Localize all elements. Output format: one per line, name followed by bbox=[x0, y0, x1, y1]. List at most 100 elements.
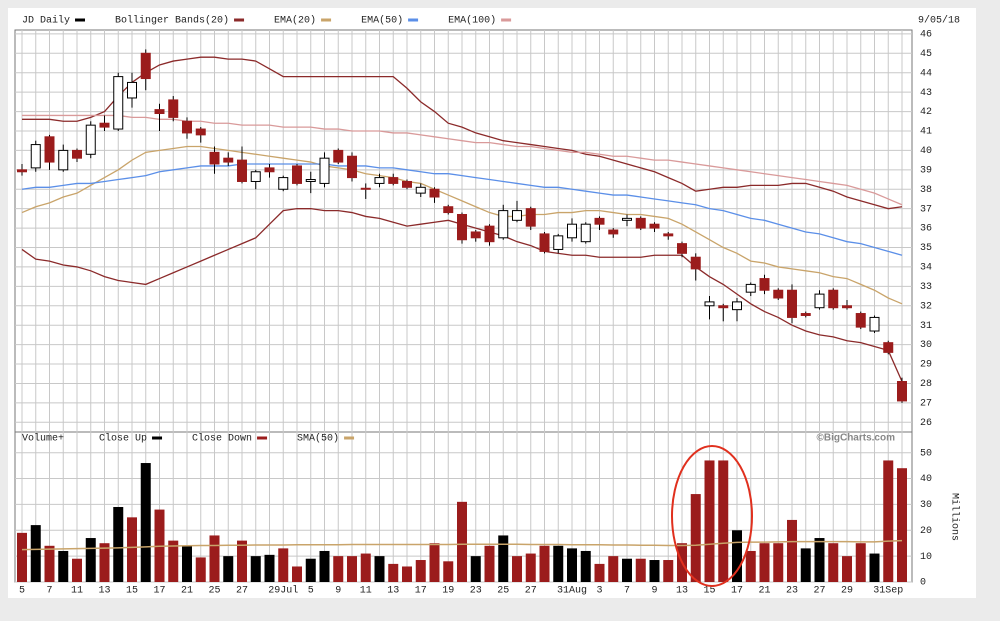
candle-body bbox=[594, 217, 605, 225]
y-tick-label: 20 bbox=[920, 526, 932, 537]
volume-bar bbox=[402, 566, 412, 582]
volume-bar bbox=[759, 543, 770, 582]
volume-bar bbox=[457, 501, 467, 582]
x-tick-label: 15 bbox=[703, 586, 715, 597]
volume-bar bbox=[237, 540, 247, 582]
candle-body bbox=[182, 120, 192, 134]
candle-body bbox=[44, 136, 55, 163]
candle-body bbox=[690, 256, 701, 270]
x-tick-label: 23 bbox=[786, 586, 798, 597]
candle-body bbox=[388, 177, 399, 184]
x-tick-label: 11 bbox=[71, 586, 83, 597]
volume-bar bbox=[498, 535, 509, 582]
x-tick-label: 23 bbox=[470, 586, 482, 597]
candle-body bbox=[759, 278, 770, 291]
volume-bar bbox=[292, 566, 302, 582]
volume-bar bbox=[787, 519, 797, 582]
volume-bar bbox=[897, 468, 907, 582]
volume-bar bbox=[512, 556, 522, 582]
indicator-line bbox=[21, 145, 903, 305]
volume-bar bbox=[127, 517, 137, 582]
x-tick-label: 5 bbox=[19, 586, 25, 597]
volume-bar bbox=[525, 553, 536, 582]
y-tick-label: 45 bbox=[920, 49, 932, 60]
candle-body bbox=[814, 293, 825, 309]
candle-body bbox=[154, 109, 165, 115]
x-tick-label: 17 bbox=[415, 586, 427, 597]
volume-bar bbox=[58, 550, 69, 582]
x-tick-label: 27 bbox=[813, 586, 825, 597]
legend-label: EMA(100) bbox=[448, 15, 496, 27]
candle-body bbox=[732, 301, 742, 311]
x-tick-label: 27 bbox=[525, 586, 537, 597]
volume-bar bbox=[360, 553, 371, 582]
candle-body bbox=[223, 157, 234, 163]
legend-label: JD Daily bbox=[22, 15, 70, 27]
candle-body bbox=[457, 213, 467, 241]
candle-body bbox=[622, 217, 632, 221]
x-tick-label: 7 bbox=[46, 586, 52, 597]
volume-bar bbox=[539, 545, 550, 582]
volume-bar bbox=[828, 543, 839, 582]
indicator-line bbox=[22, 56, 903, 210]
volume-bar bbox=[182, 545, 192, 582]
x-tick-label: 11 bbox=[360, 586, 372, 597]
y-tick-label: 30 bbox=[920, 500, 932, 511]
x-tick-label: 31Aug bbox=[557, 586, 587, 597]
volume-bar bbox=[195, 557, 206, 582]
candle-body bbox=[127, 81, 137, 99]
candle-body bbox=[278, 177, 289, 190]
volume-bar bbox=[690, 494, 701, 582]
candle-body bbox=[319, 157, 330, 184]
candle-body bbox=[443, 206, 454, 214]
x-tick-label: 5 bbox=[308, 586, 314, 597]
x-tick-label: 9 bbox=[651, 586, 657, 597]
x-tick-label: 21 bbox=[758, 586, 770, 597]
legend-label: EMA(50) bbox=[361, 15, 403, 27]
x-tick-label: 13 bbox=[676, 586, 688, 597]
y-tick-label: 27 bbox=[920, 399, 932, 410]
legend-label: Close Up bbox=[99, 433, 147, 445]
candle-body bbox=[292, 165, 302, 184]
sma-line bbox=[21, 539, 903, 551]
volume-bar bbox=[869, 553, 880, 582]
candle-body bbox=[567, 223, 577, 239]
volume-bar bbox=[553, 545, 564, 582]
volume-bar bbox=[250, 556, 261, 582]
candle-body bbox=[553, 235, 564, 250]
legend-label: Volume+ bbox=[22, 433, 64, 445]
volume-bar bbox=[415, 560, 426, 582]
volume-bar bbox=[594, 563, 605, 582]
candle-body bbox=[718, 305, 729, 309]
candle-body bbox=[787, 289, 797, 318]
volume-bar bbox=[113, 507, 124, 582]
candle-body bbox=[773, 289, 784, 299]
volume-bar bbox=[429, 543, 440, 582]
candle-body bbox=[195, 128, 206, 136]
y-tick-label: 29 bbox=[920, 360, 932, 371]
candle-body bbox=[99, 122, 110, 128]
candle-body bbox=[237, 159, 247, 182]
candle-body bbox=[828, 289, 839, 309]
volume-bar bbox=[484, 545, 495, 582]
candle-body bbox=[415, 186, 426, 194]
candle-body bbox=[360, 187, 371, 190]
candle-body bbox=[17, 169, 27, 173]
legend-label: SMA(50) bbox=[297, 433, 339, 445]
volume-bar bbox=[663, 560, 674, 582]
volume-bar bbox=[223, 556, 234, 582]
volume-bar bbox=[800, 548, 811, 582]
volume-bar bbox=[883, 460, 894, 582]
volume-bar bbox=[635, 558, 646, 582]
volume-bar bbox=[622, 558, 632, 582]
y-tick-label: 28 bbox=[920, 379, 932, 390]
y-tick-label: 40 bbox=[920, 474, 932, 485]
y-tick-label: 10 bbox=[920, 552, 932, 563]
y-tick-label: 44 bbox=[920, 68, 932, 79]
candle-body bbox=[58, 149, 69, 171]
y-tick-label: 41 bbox=[920, 127, 932, 138]
volume-bar bbox=[649, 560, 660, 582]
volume-bar bbox=[470, 556, 481, 582]
x-tick-label: 19 bbox=[442, 586, 454, 597]
